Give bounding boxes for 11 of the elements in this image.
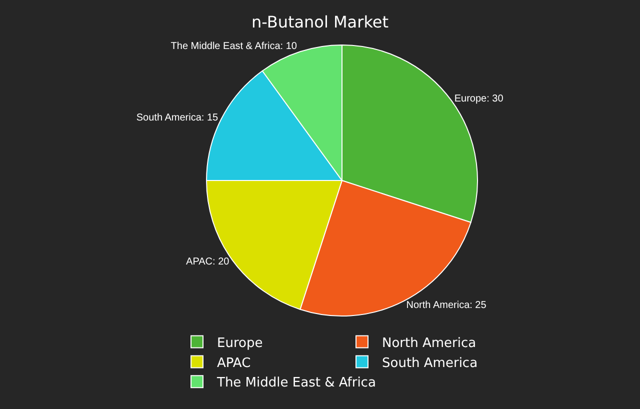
legend-label: APAC <box>217 356 251 371</box>
legend-label: North America <box>382 336 476 351</box>
chart-title: n-Butanol Market <box>252 12 388 32</box>
data-label: Europe: 30 <box>454 93 504 104</box>
legend-label: The Middle East & Africa <box>216 376 376 391</box>
data-label: APAC: 20 <box>186 256 230 268</box>
legend-label: Europe <box>217 336 263 351</box>
data-label: South America: 15 <box>136 112 219 124</box>
legend-label: South America <box>382 356 478 371</box>
data-label: North America: 25 <box>406 300 487 312</box>
data-label: The Middle East & Africa: 10 <box>170 41 298 52</box>
